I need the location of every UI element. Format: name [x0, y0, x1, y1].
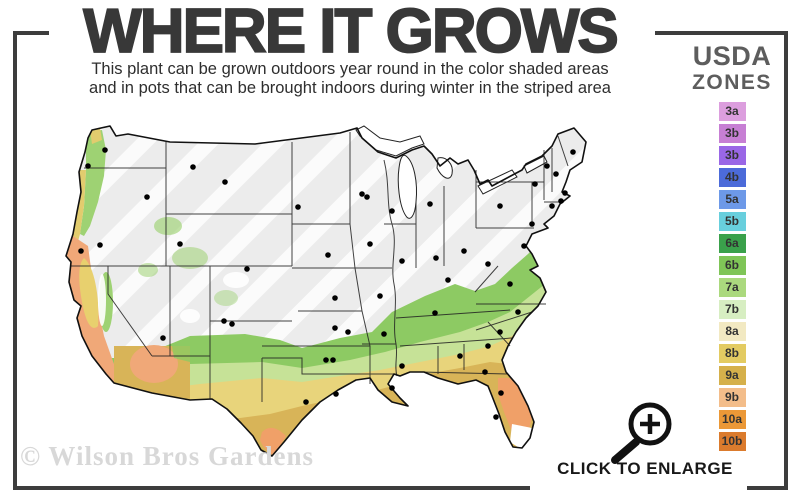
- zone-swatch-8b: 8b: [718, 344, 746, 363]
- usa-zone-map-svg: [65, 125, 587, 457]
- zone-swatch-9b: 9b: [718, 388, 746, 407]
- frame-left-line: [13, 31, 17, 490]
- magnifier-icon[interactable]: [598, 398, 682, 469]
- frame-right-line: [784, 31, 788, 490]
- subtitle-line-1: This plant can be grown outdoors year ro…: [91, 60, 609, 78]
- us-map[interactable]: [40, 106, 610, 471]
- zone-swatch-3a: 3a: [718, 102, 746, 121]
- frame-top-right-segment: [655, 31, 788, 35]
- zone-swatch-5a: 5a: [718, 190, 746, 209]
- subtitle-line-2: and in pots that can be brought indoors …: [89, 79, 611, 97]
- click-to-enlarge-button[interactable]: CLICK TO ENLARGE: [557, 459, 733, 478]
- zone-swatch-10a: 10a: [718, 410, 746, 429]
- zone-swatch-7a: 7a: [718, 278, 746, 297]
- frame-bottom-left-segment: [13, 486, 530, 490]
- zone-legend-list: 3a 3b 3b 4b 5a 5b 6a 6b 7a 7b 8a 8b 9a 9b 10a 10b: [688, 102, 776, 451]
- usda-zones-legend: USDA ZONES 3a 3b 3b 4b 5a 5b 6a 6b 7a 7b 8a 8b 9a 9b 1…: [688, 42, 776, 454]
- legend-title-usda: USDA: [692, 41, 772, 71]
- zone-swatch-3b: 3b: [718, 124, 746, 143]
- frame-top-left-segment: [13, 31, 49, 35]
- zone-swatch-4b: 4b: [718, 168, 746, 187]
- zone-swatch-8a: 8a: [718, 322, 746, 341]
- page-title: WHERE IT GROWS: [82, 0, 619, 67]
- zone-swatch-3b: 3b: [718, 146, 746, 165]
- legend-title-zones: ZONES: [692, 71, 772, 94]
- city-dots: [78, 147, 576, 420]
- watermark: © Wilson Bros Gardens: [20, 441, 314, 471]
- zone-swatch-10b: 10b: [718, 432, 746, 451]
- zone-swatch-6a: 6a: [718, 234, 746, 253]
- subtitle: This plant can be grown outdoors year ro…: [36, 60, 664, 98]
- zone-swatch-6b: 6b: [718, 256, 746, 275]
- zone-swatch-9a: 9a: [718, 366, 746, 385]
- frame-bottom-right-segment: [747, 486, 788, 490]
- zone-swatch-7b: 7b: [718, 300, 746, 319]
- zone-swatch-5b: 5b: [718, 212, 746, 231]
